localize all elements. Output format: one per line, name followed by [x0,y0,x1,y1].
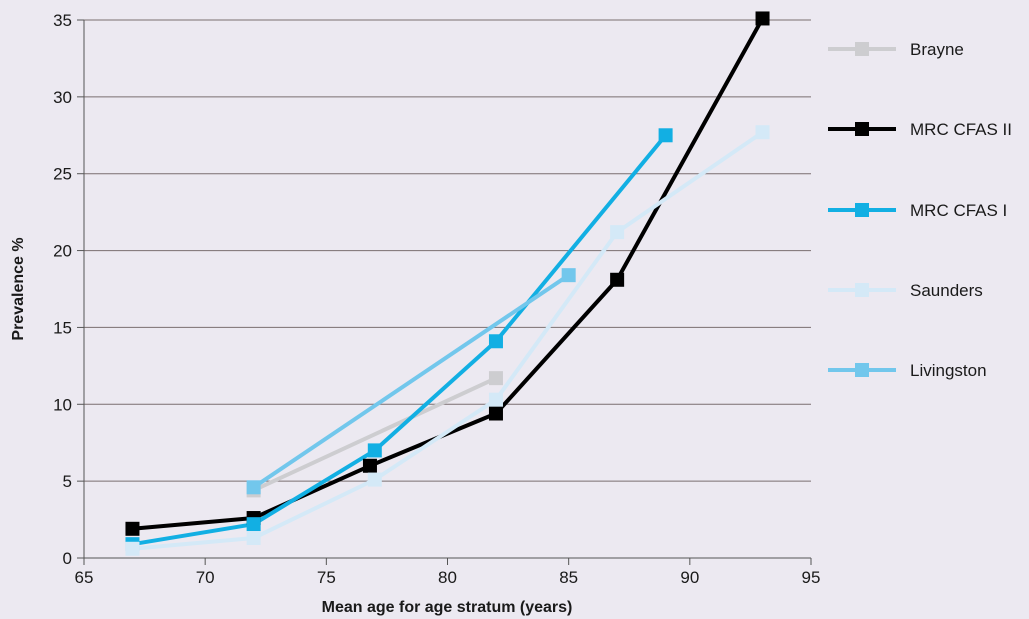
y-tick-label: 10 [53,395,72,414]
marker-livingston [246,480,261,495]
marker-saunders [755,125,770,140]
legend-label: MRC CFAS I [910,201,1007,220]
marker-saunders [610,225,625,240]
series-line-livingston [252,273,570,489]
y-tick-labels: 0 5 10 15 20 25 30 35 [53,11,72,568]
y-tick-label: 20 [53,242,72,261]
grid-lines [84,19,811,482]
marker-mrc-cfas-ii [488,406,503,421]
legend-swatch-marker [855,42,869,56]
legend-label: Livingston [910,361,987,380]
series-line-saunders [132,130,764,551]
marker-saunders [246,531,261,546]
legend-swatch-marker [855,203,869,217]
x-tick-label: 90 [680,568,699,587]
axes [77,19,812,565]
y-tick-label: 0 [63,549,72,568]
marker-mrc-cfas-i [367,443,382,458]
y-axis-title: Prevalence % [10,237,27,340]
marker-mrc-cfas-i [658,128,673,143]
legend-swatch-marker [855,122,869,136]
marker-saunders [488,392,503,407]
legend-label: Brayne [910,40,964,59]
y-tick-label: 15 [53,318,72,337]
legend-swatch-marker [855,363,869,377]
marker-saunders [367,472,382,487]
marker-saunders [125,541,140,556]
x-tick-label: 70 [196,568,215,587]
x-tick-label: 95 [802,568,821,587]
x-tick-label: 80 [438,568,457,587]
x-tick-label: 75 [317,568,336,587]
x-tick-label: 85 [559,568,578,587]
y-tick-label: 25 [53,165,72,184]
marker-brayne [488,371,503,386]
y-tick-label: 35 [53,11,72,30]
x-tick-labels: 65 70 75 80 85 90 95 [75,568,821,587]
legend-label: Saunders [910,281,983,300]
marker-livingston [561,268,576,283]
marker-mrc-cfas-ii [610,272,625,287]
y-tick-label: 5 [63,472,72,491]
marker-mrc-cfas-ii [125,521,140,536]
legend-swatch-marker [855,283,869,297]
legend: Brayne MRC CFAS II MRC CFAS I Saunders Livin… [828,40,1012,380]
marker-mrc-cfas-i [488,334,503,349]
series-group [125,11,770,556]
plot-area [84,20,811,558]
y-tick-label: 30 [53,88,72,107]
series-line-brayne [252,376,497,493]
marker-mrc-cfas-i [246,517,261,532]
x-axis-title: Mean age for age stratum (years) [322,599,573,616]
marker-mrc-cfas-ii [755,11,770,26]
x-tick-label: 65 [75,568,94,587]
marker-mrc-cfas-ii [362,458,377,473]
legend-label: MRC CFAS II [910,120,1012,139]
